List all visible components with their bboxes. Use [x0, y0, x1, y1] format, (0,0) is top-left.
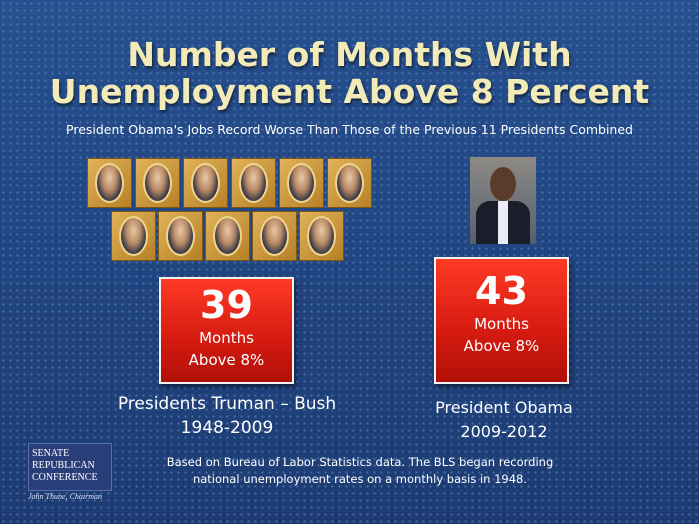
value-box: 43 Months Above 8%	[434, 257, 569, 384]
label-line: 1948-2009	[180, 418, 274, 438]
portrait-frame	[327, 158, 372, 208]
unit: Months	[199, 329, 254, 347]
unit: Months	[474, 315, 529, 333]
portrait-frame	[158, 211, 203, 261]
logo-line: SENATE	[32, 448, 70, 459]
portrait-frame	[87, 158, 132, 208]
portrait	[287, 163, 316, 203]
title-line: Number of Months With	[127, 35, 572, 74]
portrait-frame	[183, 158, 228, 208]
footnote: Based on Bureau of Labor Statistics data…	[150, 454, 570, 488]
portrait-frame	[231, 158, 276, 208]
logo-line: CONFERENCE	[32, 472, 98, 483]
logo-caption: John Thune, Chairman	[28, 492, 102, 501]
portrait	[307, 216, 336, 256]
label-line: President Obama	[435, 398, 573, 417]
portrait	[143, 163, 172, 203]
obama-photo	[470, 157, 536, 244]
portrait	[213, 216, 242, 256]
portrait-frame	[111, 211, 156, 261]
portrait-frame	[205, 211, 250, 261]
panel-label: Presidents Truman – Bush 1948-2009	[96, 392, 358, 440]
portrait-frame	[252, 211, 297, 261]
portrait-frame	[279, 158, 324, 208]
photo-head	[490, 167, 516, 201]
panel-label: President Obama 2009-2012	[400, 396, 608, 444]
footnote-line: national unemployment rates on a monthly…	[192, 472, 528, 486]
value: 39	[200, 283, 253, 327]
value-box: 39 Months Above 8%	[159, 277, 294, 384]
portrait	[239, 163, 268, 203]
logo: SENATE REPUBLICAN CONFERENCE	[28, 443, 112, 491]
photo-shirt	[498, 201, 508, 244]
label-line: 2009-2012	[460, 422, 548, 441]
portrait-frame	[299, 211, 344, 261]
portrait	[95, 163, 124, 203]
value: 43	[475, 269, 528, 313]
logo-line: REPUBLICAN	[32, 460, 95, 471]
portrait	[119, 216, 148, 256]
label-line: Presidents Truman – Bush	[117, 394, 337, 414]
unit: Above 8%	[188, 351, 265, 369]
portrait	[335, 163, 364, 203]
footnote-line: Based on Bureau of Labor Statistics data…	[166, 455, 554, 469]
unit: Above 8%	[463, 337, 540, 355]
title-line: Unemployment Above 8 Percent	[49, 72, 650, 111]
portrait	[191, 163, 220, 203]
portrait	[260, 216, 289, 256]
portrait-frame	[135, 158, 180, 208]
subtitle: President Obama's Jobs Record Worse Than…	[66, 122, 633, 137]
portrait	[166, 216, 195, 256]
